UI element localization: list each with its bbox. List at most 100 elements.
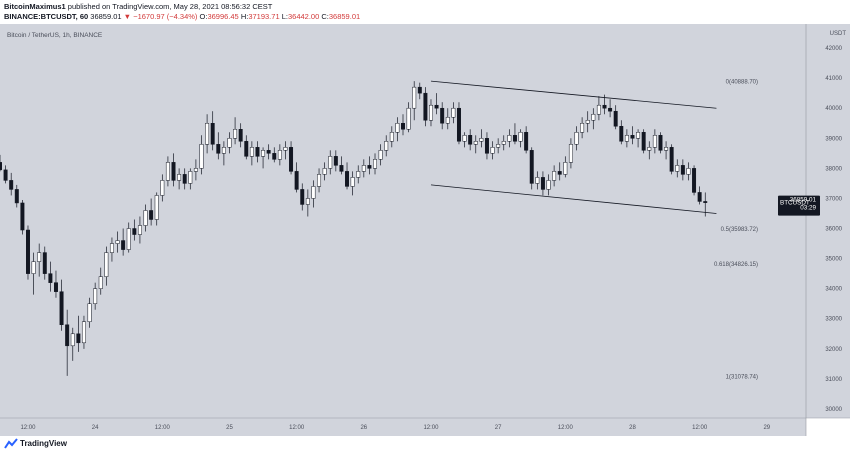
fib-level-label: 0(40888.70)	[726, 79, 758, 85]
candle-body-down	[630, 135, 635, 139]
candle-body-up	[221, 147, 226, 154]
candle	[132, 219, 137, 241]
candle	[501, 135, 506, 151]
candle	[300, 183, 305, 211]
candle	[143, 204, 148, 232]
candle	[3, 165, 8, 184]
candle-body-down	[669, 147, 674, 172]
price-tag-value: 36859.01	[790, 197, 817, 204]
x-tick-label: 12:00	[155, 425, 171, 431]
x-axis-ticks: 12:00 24 12:00 25 12:00 26 12:00 27 12:00 28 12:00…	[20, 425, 770, 431]
candle	[20, 199, 25, 235]
candle	[356, 165, 361, 184]
plot-area[interactable]	[0, 24, 806, 418]
candle-body-down	[367, 165, 372, 169]
chart-header: BitcoinMaximus1 published on TradingView…	[0, 0, 850, 24]
candle	[468, 129, 473, 151]
y-tick-label: 36000	[825, 227, 842, 233]
candle-body-up	[177, 174, 182, 181]
y-tick-label: 31000	[825, 377, 842, 383]
close-label: C:	[321, 12, 329, 21]
candle	[53, 270, 58, 298]
candle	[14, 184, 19, 208]
footer-brand[interactable]: TradingView	[20, 439, 67, 448]
author-name[interactable]: BitcoinMaximus1	[4, 2, 66, 11]
candle	[658, 132, 663, 154]
candle-body-down	[42, 252, 47, 274]
candle-body-up	[585, 119, 590, 124]
candle	[322, 162, 327, 181]
candle-body-down	[26, 229, 30, 274]
candle	[619, 120, 624, 145]
tradingview-logo-icon	[4, 438, 18, 449]
close-value: 36859.01	[328, 12, 361, 21]
candle	[401, 114, 405, 136]
candle	[423, 87, 428, 127]
candle-body-up	[479, 138, 484, 142]
candle	[585, 111, 590, 133]
candle-body-up	[154, 195, 159, 220]
time-axis[interactable]	[0, 418, 806, 436]
candle	[272, 147, 277, 163]
price-axis[interactable]	[806, 24, 850, 418]
candle	[171, 153, 176, 187]
candle-body-up	[193, 168, 198, 172]
candle	[647, 141, 652, 160]
descending-channel[interactable]	[430, 80, 717, 214]
candle	[182, 168, 187, 190]
candle-body-down	[3, 169, 8, 181]
candle-body-down	[333, 156, 338, 166]
candle-body-down	[255, 147, 260, 157]
candle-body-up	[305, 198, 310, 205]
candle	[686, 162, 691, 181]
candle	[294, 162, 299, 193]
channel-line-upper[interactable]	[430, 80, 717, 109]
candle	[244, 135, 249, 160]
candle	[361, 159, 366, 178]
candle	[333, 150, 338, 172]
candle-body-down	[440, 107, 445, 124]
fib-level-label: 0.5(35983.72)	[721, 227, 758, 233]
publish-line: BitcoinMaximus1 published on TradingView…	[4, 2, 272, 11]
chart-title: Bitcoin / TetherUS, 1h, BINANCE	[7, 32, 103, 39]
high-value: 37193.71	[248, 12, 280, 21]
candle-body-up	[249, 147, 254, 157]
candle-body-up	[518, 132, 523, 142]
x-tick-label: 12:00	[20, 425, 36, 431]
candle-body-up	[568, 144, 573, 163]
change-down-icon: ▼	[123, 12, 132, 21]
candle	[529, 147, 534, 190]
currency-label: USDT	[830, 31, 847, 37]
candle-body-up	[389, 132, 394, 142]
candle	[199, 135, 204, 175]
y-axis-ticks: 30000 31000 32000 33000 34000 35000 36000 37000…	[825, 46, 842, 413]
candle-body-down	[339, 165, 344, 172]
candle	[205, 114, 210, 154]
candle-body-up	[261, 150, 266, 157]
candle	[249, 141, 254, 166]
candle	[484, 132, 489, 160]
candle	[93, 282, 98, 310]
candle	[367, 156, 372, 175]
candle	[193, 159, 198, 181]
candle	[479, 129, 484, 148]
candle	[345, 162, 350, 190]
candle-body-down	[272, 153, 277, 160]
candle-body-down	[0, 162, 2, 171]
candle	[216, 132, 221, 160]
candle-body-down	[48, 273, 53, 283]
candle	[277, 144, 282, 166]
candle	[98, 267, 103, 295]
candle-body-up	[361, 165, 366, 172]
low-label: L:	[281, 12, 288, 21]
candle-body-up	[328, 156, 333, 169]
channel-line-lower[interactable]	[430, 184, 717, 214]
candle-body-up	[350, 177, 355, 187]
candle-body-down	[697, 192, 702, 202]
candle-body-up	[311, 186, 316, 199]
candle	[328, 150, 333, 175]
publish-info: published on TradingView.com, May 28, 20…	[67, 2, 273, 11]
candle-body-up	[624, 135, 629, 142]
price-chart[interactable]: Bitcoin / TetherUS, 1h, BINANCE USDT 300…	[0, 24, 850, 436]
candle	[429, 99, 433, 127]
